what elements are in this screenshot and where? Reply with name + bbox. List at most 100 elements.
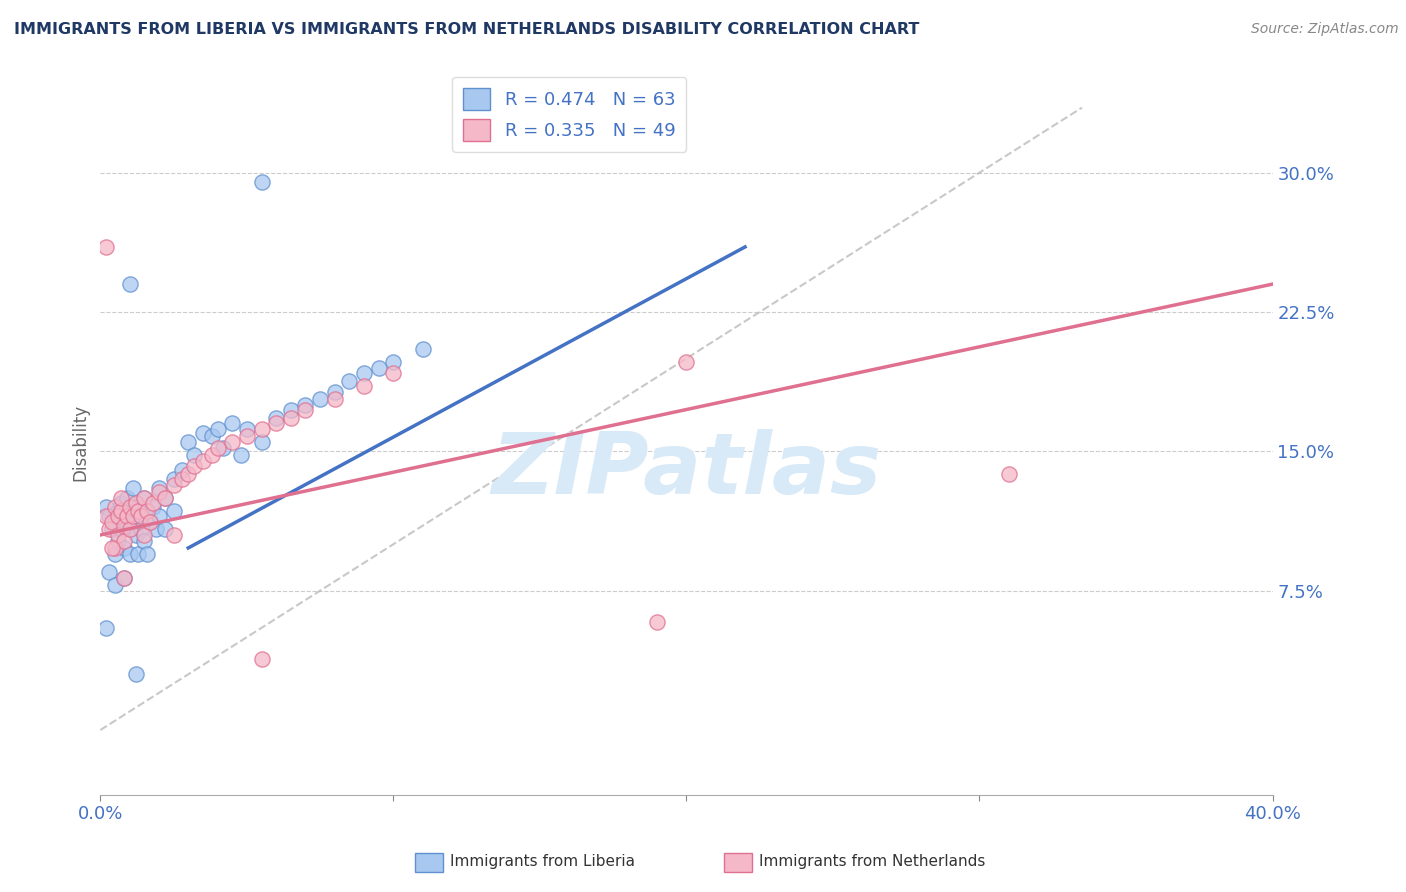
Point — [107, 504, 129, 518]
Point — [131, 509, 153, 524]
Point — [201, 448, 224, 462]
Point — [98, 565, 121, 579]
Point — [367, 360, 389, 375]
Point — [127, 500, 149, 514]
Point — [221, 435, 243, 450]
Point — [98, 522, 121, 536]
Point — [110, 522, 132, 536]
Point — [250, 435, 273, 450]
Point — [201, 429, 224, 443]
Legend: R = 0.474   N = 63, R = 0.335   N = 49: R = 0.474 N = 63, R = 0.335 N = 49 — [453, 77, 686, 152]
Point — [104, 578, 127, 592]
Point — [221, 417, 243, 431]
Point — [153, 491, 176, 505]
Point — [101, 541, 124, 555]
Point — [162, 504, 184, 518]
Point — [177, 435, 200, 450]
Point — [339, 374, 361, 388]
Point — [98, 509, 121, 524]
Point — [118, 522, 141, 536]
Point — [153, 522, 176, 536]
Point — [124, 496, 146, 510]
Point — [96, 509, 118, 524]
Point — [104, 500, 127, 514]
Point — [139, 515, 162, 529]
Point — [101, 515, 124, 529]
Point — [280, 403, 302, 417]
Point — [353, 366, 375, 380]
Point — [124, 504, 146, 518]
Point — [112, 533, 135, 548]
Point — [121, 515, 143, 529]
Point — [118, 277, 141, 292]
Point — [309, 392, 332, 407]
Point — [115, 509, 138, 524]
Point — [131, 522, 153, 536]
Y-axis label: Disability: Disability — [72, 403, 89, 481]
Point — [107, 533, 129, 548]
Point — [645, 615, 668, 630]
Point — [236, 429, 259, 443]
Point — [148, 485, 170, 500]
Point — [162, 472, 184, 486]
Point — [136, 504, 159, 518]
Point — [134, 533, 156, 548]
Point — [191, 453, 214, 467]
Point — [153, 491, 176, 505]
Point — [172, 463, 194, 477]
Point — [115, 491, 138, 505]
Point — [112, 571, 135, 585]
Point — [127, 504, 149, 518]
Point — [110, 504, 132, 518]
Point — [127, 547, 149, 561]
Point — [131, 509, 153, 524]
Point — [107, 509, 129, 524]
Point — [112, 541, 135, 555]
Point — [96, 500, 118, 514]
Point — [136, 547, 159, 561]
Point — [124, 528, 146, 542]
Point — [134, 491, 156, 505]
Point — [115, 518, 138, 533]
Point — [280, 410, 302, 425]
Point — [134, 491, 156, 505]
Point — [110, 496, 132, 510]
Point — [250, 652, 273, 666]
Point — [148, 509, 170, 524]
Point — [412, 342, 434, 356]
Point — [112, 509, 135, 524]
Point — [212, 441, 235, 455]
Point — [294, 403, 316, 417]
Point — [177, 467, 200, 481]
Text: IMMIGRANTS FROM LIBERIA VS IMMIGRANTS FROM NETHERLANDS DISABILITY CORRELATION CH: IMMIGRANTS FROM LIBERIA VS IMMIGRANTS FR… — [14, 22, 920, 37]
Point — [382, 355, 405, 369]
Point — [104, 547, 127, 561]
Point — [139, 515, 162, 529]
Point — [134, 528, 156, 542]
Point — [183, 448, 205, 462]
Point — [172, 472, 194, 486]
Point — [145, 522, 167, 536]
Point — [250, 422, 273, 436]
Point — [110, 491, 132, 505]
Point — [207, 441, 229, 455]
Point — [183, 459, 205, 474]
Text: ZIPatlas: ZIPatlas — [491, 429, 882, 512]
Point — [118, 547, 141, 561]
Point — [162, 477, 184, 491]
Point — [118, 522, 141, 536]
Point — [236, 422, 259, 436]
Point — [207, 422, 229, 436]
Text: Source: ZipAtlas.com: Source: ZipAtlas.com — [1251, 22, 1399, 37]
Point — [96, 621, 118, 635]
Point — [101, 522, 124, 536]
Point — [104, 541, 127, 555]
Point — [148, 482, 170, 496]
Point — [323, 384, 346, 399]
Point — [112, 518, 135, 533]
Point — [264, 410, 287, 425]
Point — [675, 355, 697, 369]
Point — [294, 398, 316, 412]
Point — [142, 496, 165, 510]
Point — [118, 500, 141, 514]
